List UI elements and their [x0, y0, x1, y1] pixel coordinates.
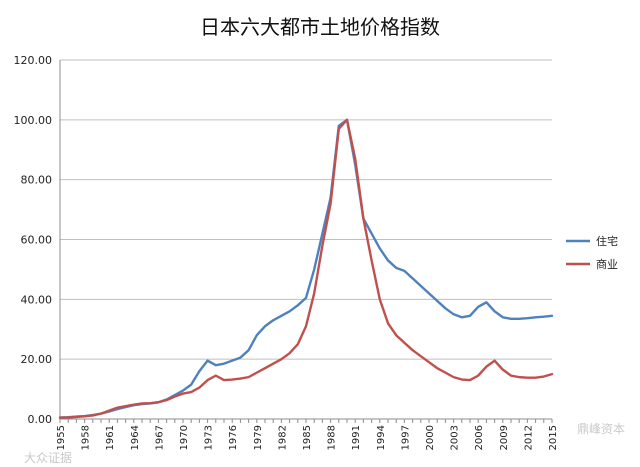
legend-label: 住宅: [596, 234, 618, 248]
x-tick-label: 1997: [400, 425, 411, 450]
y-tick-label: 120.00: [14, 54, 53, 67]
series-line-0: [58, 118, 554, 419]
x-tick-label: 1970: [179, 425, 190, 450]
x-tick-label: 2009: [499, 425, 510, 450]
axes: [59, 60, 553, 423]
x-tick-label: 1958: [81, 425, 92, 450]
series-line-1: [58, 118, 554, 419]
y-tick-label: 100.00: [14, 114, 53, 127]
legend-label: 商业: [596, 257, 618, 271]
watermark-left: 大众证据: [24, 451, 72, 465]
x-tick-label: 2015: [548, 425, 559, 450]
x-tick-label: 1964: [130, 425, 141, 450]
x-tick-label: 2006: [474, 425, 485, 450]
y-tick-labels: 0.00 20.00 40.00 60.00 80.00 100.00 120.00: [14, 54, 53, 426]
x-tick-labels: 1955 1958 1961 1964 1967 1970 1973 1976 1979 1982…: [56, 425, 559, 450]
x-tick-label: 2003: [450, 425, 461, 450]
x-tick-label: 1991: [351, 425, 362, 450]
x-tick-label: 2012: [523, 425, 534, 450]
x-tick-label: 1973: [204, 425, 215, 450]
y-tick-label: 80.00: [21, 174, 53, 187]
y-tick-label: 40.00: [21, 293, 53, 306]
x-tick-label: 1961: [105, 425, 116, 450]
x-tick-label: 1979: [253, 425, 264, 450]
watermarks: 大众证据 鼎峰资本: [24, 422, 625, 465]
grid-lines: [60, 59, 552, 360]
x-tick-label: 1976: [228, 425, 239, 450]
y-tick-label: 0.00: [28, 413, 53, 426]
x-tick-label: 1985: [302, 425, 313, 450]
x-tick-label: 1994: [376, 425, 387, 450]
x-tick-label: 1967: [154, 425, 165, 450]
x-tick-label: 1988: [327, 425, 338, 450]
series-lines: [58, 118, 554, 419]
x-tick-label: 2000: [425, 425, 436, 450]
y-tick-label: 60.00: [21, 234, 53, 247]
x-tick-label: 1955: [56, 425, 67, 450]
x-tick-label: 1982: [277, 425, 288, 450]
watermark-right: 鼎峰资本: [577, 422, 625, 436]
y-tick-label: 20.00: [21, 353, 53, 366]
chart-title: 日本六大都市土地价格指数: [200, 15, 440, 39]
